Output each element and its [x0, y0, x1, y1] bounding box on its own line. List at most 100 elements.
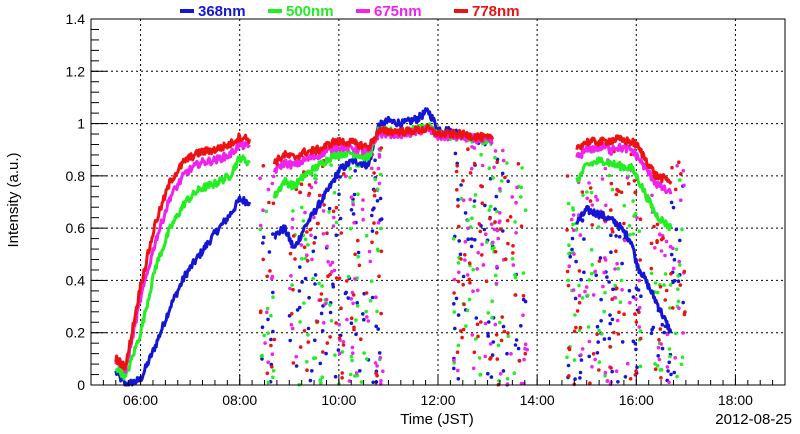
scatter-point [337, 192, 341, 197]
scatter-point [302, 301, 306, 305]
scatter-point [602, 337, 607, 341]
scatter-point [655, 364, 660, 368]
scatter-point [302, 329, 307, 333]
scatter-point [580, 347, 585, 351]
scatter-point [610, 227, 614, 231]
scatter-point [480, 163, 485, 168]
scatter-point [667, 347, 672, 351]
scatter-point [459, 257, 463, 261]
scatter-point [307, 295, 311, 300]
scatter-point [364, 357, 369, 361]
scatter-point [514, 231, 518, 235]
scatter-point [575, 309, 580, 313]
scatter-point [473, 238, 477, 242]
scatter-point [297, 289, 302, 293]
scatter-point [460, 335, 464, 340]
scatter-point [368, 299, 373, 303]
scatter-point [452, 302, 456, 306]
scatter-point [506, 241, 510, 246]
scatter-point [376, 220, 381, 225]
scatter-point [370, 213, 374, 218]
scatter-point [655, 290, 660, 295]
scatter-point [331, 209, 336, 214]
scatter-point [340, 371, 345, 375]
legend-label-675nm: 675nm [374, 3, 422, 20]
scatter-point [487, 166, 492, 170]
scatter-point [500, 171, 505, 176]
scatter-point [298, 265, 302, 269]
legend-label-368nm: 368nm [198, 3, 246, 20]
x-axis-title: Time (JST) [400, 411, 474, 428]
y-tick-label: 0 [77, 377, 85, 393]
scatter-point [303, 276, 308, 281]
scatter-point [587, 278, 592, 282]
scatter-point [466, 218, 470, 223]
scatter-point [679, 362, 684, 367]
scatter-point [375, 187, 380, 191]
scatter-point [491, 340, 496, 344]
scatter-point [321, 350, 325, 354]
scatter-point [469, 166, 474, 171]
scatter-point [377, 274, 381, 279]
scatter-point [358, 369, 362, 373]
scatter-point [610, 297, 614, 302]
scatter-point [458, 252, 463, 257]
scatter-point [334, 321, 338, 325]
scatter-point [609, 152, 613, 156]
scatter-point [467, 261, 472, 266]
scatter-point [603, 258, 608, 262]
scatter-point [620, 340, 625, 344]
scatter-point [663, 298, 667, 302]
scatter-point [349, 316, 354, 321]
series-trace-368nm [575, 205, 673, 334]
scatter-point [299, 182, 304, 186]
series-trace-778nm [272, 123, 494, 166]
scatter-point [470, 216, 474, 220]
scatter-point [616, 332, 621, 336]
scatter-point [457, 270, 461, 275]
scatter-point [317, 281, 321, 286]
scatter-point [463, 253, 467, 257]
scatter-point [381, 369, 385, 374]
scatter-point [371, 208, 375, 212]
scatter-point [271, 232, 275, 236]
scatter-point [465, 273, 470, 277]
scatter-point [614, 192, 619, 197]
scatter-point [337, 323, 342, 327]
scatter-point [591, 293, 596, 297]
scatter-point [597, 368, 601, 372]
scatter-point [305, 368, 309, 373]
scatter-point [339, 306, 343, 311]
scatter-point [456, 343, 461, 348]
scatter-point [325, 231, 329, 235]
scatter-point [610, 369, 614, 374]
scatter-point [607, 280, 611, 284]
scatter-point [588, 381, 592, 386]
scatter-point [590, 365, 594, 369]
scatter-point [377, 351, 382, 355]
scatter-point [462, 302, 466, 307]
scatter-point [305, 230, 309, 234]
scatter-point [293, 257, 297, 261]
scatter-point [346, 274, 351, 279]
scatter-point [307, 191, 312, 196]
scatter-point [681, 331, 685, 335]
scatter-point [585, 293, 590, 298]
scatter-point [492, 165, 496, 170]
scatter-point [258, 310, 263, 315]
x-tick-label: 14:00 [520, 392, 555, 408]
scatter-point [503, 257, 508, 262]
scatter-point [677, 306, 681, 311]
scatter-point [264, 209, 269, 214]
scatter-point [459, 329, 463, 333]
scatter-point [313, 235, 318, 240]
scatter-point [476, 288, 480, 293]
scatter-point [333, 374, 338, 379]
scatter-point [322, 203, 326, 207]
scatter-point [622, 238, 627, 243]
scatter-point [480, 242, 484, 247]
scatter-point [599, 297, 603, 302]
scatter-point [291, 209, 295, 213]
scatter-point [669, 252, 674, 257]
scatter-point [676, 279, 681, 284]
